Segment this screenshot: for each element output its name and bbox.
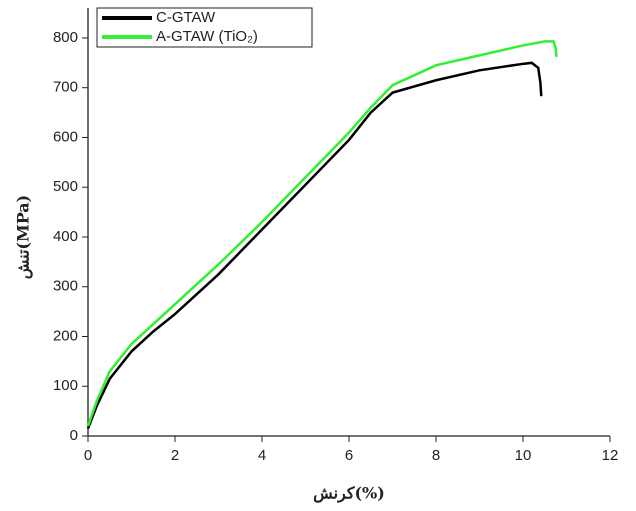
x-tick-label: 0 [84,447,92,464]
y-tick-label: 400 [53,228,78,245]
x-tick-label: 8 [432,447,440,464]
y-tick-label: 300 [53,278,78,295]
legend-box [96,7,313,48]
legend-label: C-GTAW [156,9,216,26]
y-tick-label: 800 [53,29,78,46]
x-tick-label: 6 [345,447,353,464]
x-tick-label: 4 [258,447,266,464]
y-tick-label: 100 [53,377,78,394]
y-tick-label: 0 [70,427,78,444]
y-axis-label: تنش(MPa) [14,195,34,280]
legend-label: A-GTAW (TiO₂) [156,28,258,45]
y-tick-label: 600 [53,128,78,145]
x-tick-label: 10 [515,447,532,464]
x-tick-label: 2 [171,447,179,464]
series-line [86,61,543,429]
x-tick-label: 12 [602,447,619,464]
series-line [86,40,558,427]
x-axis-label: کرنش(%) [313,484,385,504]
y-tick-label: 200 [53,327,78,344]
y-tick-label: 700 [53,79,78,96]
y-tick-label: 500 [53,178,78,195]
